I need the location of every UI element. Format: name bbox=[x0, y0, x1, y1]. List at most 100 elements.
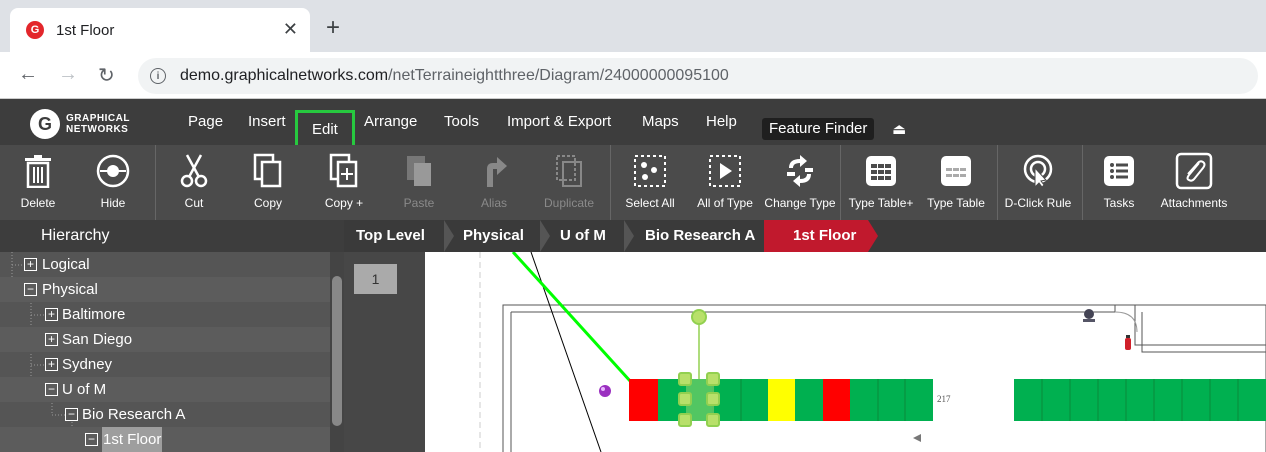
back-icon[interactable]: ← bbox=[18, 63, 38, 86]
app-logo: G GRAPHICAL NETWORKS bbox=[30, 109, 130, 139]
expand-icon[interactable]: + bbox=[45, 308, 58, 321]
logo-text: GRAPHICAL NETWORKS bbox=[66, 113, 130, 135]
change-type-icon bbox=[780, 153, 820, 189]
copy-plus-button[interactable]: Copy + bbox=[314, 145, 374, 220]
expand-icon[interactable]: + bbox=[24, 258, 37, 271]
new-tab-icon[interactable]: + bbox=[326, 16, 340, 40]
alias-button[interactable]: Alias bbox=[464, 145, 524, 220]
breadcrumb-physical[interactable]: Physical bbox=[463, 220, 524, 252]
tree-node-bio-research-a[interactable]: − Bio Research A bbox=[0, 402, 330, 427]
eye-icon bbox=[93, 153, 133, 189]
feature-finder-button[interactable]: Feature Finder bbox=[762, 118, 874, 140]
toolbar-divider bbox=[1082, 145, 1083, 220]
expand-icon[interactable]: + bbox=[45, 333, 58, 346]
selected-link[interactable] bbox=[513, 252, 631, 382]
floor-plan: 217 bbox=[425, 252, 1266, 452]
marker-arrow-icon bbox=[913, 434, 921, 442]
diagram-canvas[interactable]: 217 bbox=[425, 252, 1266, 452]
copy-icon bbox=[248, 153, 288, 189]
tasks-icon bbox=[1099, 153, 1139, 189]
hierarchy-scrollbar[interactable] bbox=[330, 252, 344, 452]
eject-icon[interactable]: ⏏ bbox=[892, 120, 906, 138]
favicon-icon: G bbox=[26, 21, 44, 39]
hierarchy-tree: + Logical − Physical + Baltimore + San D… bbox=[0, 252, 330, 452]
menu-help[interactable]: Help bbox=[706, 99, 737, 145]
paste-button[interactable]: Paste bbox=[389, 145, 449, 220]
room-label: 217 bbox=[937, 394, 951, 404]
collapse-icon[interactable]: − bbox=[45, 383, 58, 396]
menu-import-export[interactable]: Import & Export bbox=[507, 99, 611, 145]
collapse-icon[interactable]: − bbox=[85, 433, 98, 446]
breadcrumb-separator bbox=[540, 220, 550, 252]
device-icon[interactable] bbox=[599, 385, 611, 397]
all-of-type-icon bbox=[705, 153, 745, 189]
tree-node-baltimore[interactable]: + Baltimore bbox=[0, 302, 330, 327]
duplicate-icon bbox=[549, 153, 589, 189]
tree-node-1st-floor[interactable]: − 1st Floor bbox=[0, 427, 330, 452]
menu-arrange[interactable]: Arrange bbox=[364, 99, 417, 145]
address-bar: ← → ↻ i demo.graphicalnetworks.com/netTe… bbox=[0, 52, 1266, 99]
dclick-rule-button[interactable]: D-Click Rule bbox=[1001, 145, 1075, 220]
room-walls bbox=[503, 305, 1266, 452]
toolbar-divider bbox=[997, 145, 998, 220]
type-table-plus-button[interactable]: Type Table+ bbox=[845, 145, 917, 220]
breadcrumb-bio-research-a[interactable]: Bio Research A bbox=[645, 220, 755, 252]
tree-node-u-of-m[interactable]: − U of M bbox=[0, 377, 330, 402]
page-thumb[interactable]: 1 bbox=[354, 264, 397, 294]
page-strip: 1 bbox=[344, 252, 425, 452]
url-host: demo.graphicalnetworks.com bbox=[180, 67, 388, 85]
app-menu-bar: G GRAPHICAL NETWORKS Page Insert Edit Arr… bbox=[0, 99, 1266, 145]
expand-icon[interactable]: + bbox=[45, 358, 58, 371]
duplicate-button[interactable]: Duplicate bbox=[539, 145, 599, 220]
change-type-button[interactable]: Change Type bbox=[762, 145, 838, 220]
forward-icon[interactable]: → bbox=[58, 63, 78, 86]
cut-button[interactable]: Cut bbox=[164, 145, 224, 220]
close-icon[interactable]: ✕ bbox=[283, 19, 298, 40]
info-icon[interactable]: i bbox=[150, 68, 166, 84]
url-field[interactable]: i demo.graphicalnetworks.com/netTerraine… bbox=[138, 58, 1258, 94]
rack-row-2[interactable] bbox=[1014, 379, 1266, 421]
breadcrumb-1st-floor[interactable]: 1st Floor bbox=[793, 220, 856, 252]
hide-button[interactable]: Hide bbox=[83, 145, 143, 220]
breadcrumb-separator bbox=[624, 220, 634, 252]
url-path: /netTerraineightthree/Diagram/2400000009… bbox=[388, 67, 729, 85]
browser-tab-bar: G 1st Floor ✕ + bbox=[0, 0, 1266, 52]
scroll-thumb[interactable] bbox=[332, 276, 342, 426]
menu-tools[interactable]: Tools bbox=[444, 99, 479, 145]
collapse-icon[interactable]: − bbox=[24, 283, 37, 296]
type-table-icon bbox=[936, 153, 976, 189]
select-all-icon bbox=[630, 153, 670, 189]
delete-button[interactable]: Delete bbox=[8, 145, 68, 220]
menu-page[interactable]: Page bbox=[188, 99, 223, 145]
toolbar-divider bbox=[610, 145, 611, 220]
copy-button[interactable]: Copy bbox=[238, 145, 298, 220]
rotate-handle[interactable] bbox=[692, 310, 706, 324]
breadcrumb-top-level[interactable]: Top Level bbox=[356, 220, 425, 252]
paperclip-icon bbox=[1174, 153, 1214, 189]
all-of-type-button[interactable]: All of Type bbox=[692, 145, 758, 220]
menu-edit[interactable]: Edit bbox=[295, 110, 355, 148]
fire-extinguisher-icon[interactable] bbox=[1125, 335, 1131, 350]
type-table-plus-icon bbox=[861, 153, 901, 189]
tree-node-sydney[interactable]: + Sydney bbox=[0, 352, 330, 377]
tree-node-logical[interactable]: + Logical bbox=[0, 252, 330, 277]
attachments-button[interactable]: Attachments bbox=[1155, 145, 1233, 220]
menu-insert[interactable]: Insert bbox=[248, 99, 286, 145]
tree-node-san-diego[interactable]: + San Diego bbox=[0, 327, 330, 352]
select-all-button[interactable]: Select All bbox=[620, 145, 680, 220]
logo-icon: G bbox=[30, 109, 60, 139]
tab-title: 1st Floor bbox=[56, 22, 114, 39]
breadcrumb-separator bbox=[444, 220, 454, 252]
camera-icon[interactable] bbox=[1083, 309, 1095, 322]
reload-icon[interactable]: ↻ bbox=[98, 63, 115, 88]
tree-node-physical[interactable]: − Physical bbox=[0, 277, 330, 302]
tasks-button[interactable]: Tasks bbox=[1089, 145, 1149, 220]
breadcrumb-active-arrow bbox=[868, 220, 878, 252]
rack-row-1[interactable] bbox=[629, 379, 933, 421]
browser-tab[interactable]: G 1st Floor ✕ bbox=[10, 8, 310, 52]
menu-maps[interactable]: Maps bbox=[642, 99, 679, 145]
collapse-icon[interactable]: − bbox=[65, 408, 78, 421]
breadcrumb-u-of-m[interactable]: U of M bbox=[560, 220, 606, 252]
type-table-button[interactable]: Type Table bbox=[922, 145, 990, 220]
edit-toolbar: Delete Hide Cut Copy Copy + Paste A bbox=[0, 145, 1266, 220]
